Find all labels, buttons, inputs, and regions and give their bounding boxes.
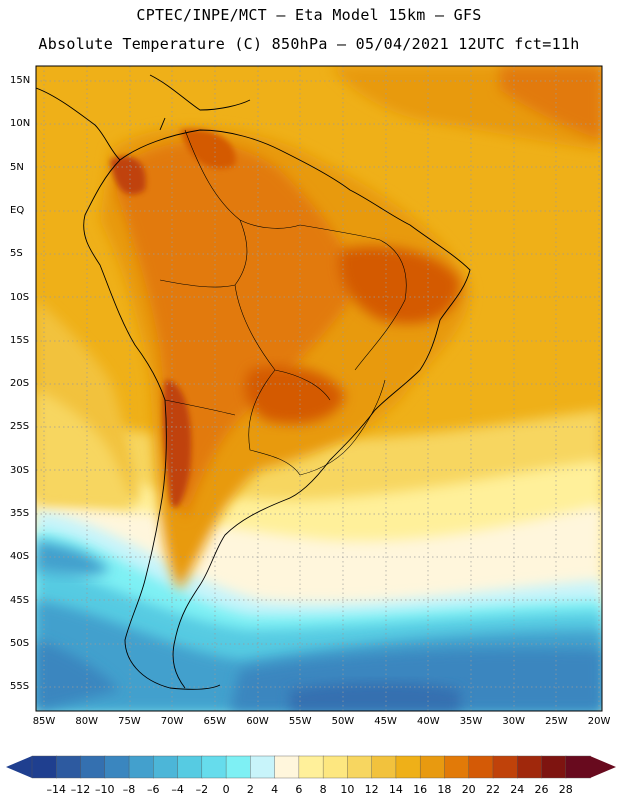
colorbar-tick-label: –6 — [147, 783, 160, 796]
colorbar-tick-label: 18 — [437, 783, 452, 796]
colorbar-swatch — [201, 755, 227, 779]
colorbar-tick-label: 26 — [534, 783, 549, 796]
chart-title-line2: Absolute Temperature (C) 850hPa – 05/04/… — [38, 35, 580, 53]
colorbar-swatch — [104, 755, 130, 779]
temperature-field — [36, 66, 602, 711]
colorbar-tick-label: 10 — [340, 783, 355, 796]
lon-tick-label: 40W — [416, 716, 440, 727]
colorbar-tick-label: 16 — [413, 783, 428, 796]
lon-tick-label: 75W — [118, 716, 141, 727]
lat-tick-label: 15S — [10, 334, 30, 346]
colorbar-swatch — [80, 755, 106, 779]
lon-tick-label: 20W — [587, 716, 611, 727]
colorbar-tick-label: –8 — [122, 783, 136, 796]
coastlines — [36, 74, 471, 690]
colorbar — [6, 755, 616, 779]
colorbar-swatch — [250, 755, 276, 779]
lon-tick-label: 65W — [203, 716, 227, 727]
colorbar-tick-label: 2 — [246, 783, 254, 796]
colorbar-swatch — [541, 755, 567, 779]
colorbar-swatch — [322, 755, 349, 779]
colorbar-swatch — [56, 755, 82, 779]
lon-tick-label: 50W — [331, 716, 355, 727]
lon-tick-label: 70W — [160, 716, 184, 727]
lat-tick-label: 35S — [10, 508, 30, 519]
colorbar-tick-label: 12 — [364, 783, 379, 796]
colorbar-tick-label: 6 — [295, 783, 303, 796]
lon-tick-label: 55W — [288, 716, 312, 727]
colorbar-swatch — [31, 755, 57, 779]
lon-tick-label: 30W — [502, 716, 525, 727]
colorbar-tick-label: 8 — [319, 783, 327, 796]
colorbar-tick-label: –4 — [171, 783, 184, 796]
colorbar-tick-label: 24 — [510, 783, 525, 796]
lon-tick-label: 80W — [75, 716, 98, 727]
lat-tick-label: 40S — [10, 551, 30, 563]
map-frame — [35, 65, 603, 712]
lat-tick-label: 50S — [10, 637, 30, 649]
colorbar-swatch — [128, 755, 155, 779]
lat-tick-label: 5N — [10, 161, 24, 173]
lon-tick-label: 60W — [246, 716, 269, 727]
colorbar-swatch — [225, 755, 252, 779]
lat-tick-label: 10S — [10, 291, 30, 303]
colorbar-swatch — [298, 755, 324, 779]
colorbar-tick-label: 20 — [461, 783, 476, 796]
colorbar-swatch — [517, 755, 543, 779]
country-borders — [159, 129, 407, 476]
colorbar-tick-label: –10 — [95, 783, 115, 796]
colorbar-tick-label: –14 — [46, 783, 67, 796]
colorbar-swatch — [419, 755, 446, 779]
colorbar-swatch — [347, 755, 373, 779]
lat-tick-label: 55S — [10, 681, 30, 693]
lon-tick-label: 85W — [32, 716, 56, 727]
lon-tick-label: 45W — [374, 716, 397, 727]
colorbar-swatch — [153, 755, 179, 779]
lat-tick-label: 10N — [10, 118, 31, 130]
colorbar-swatch — [371, 755, 397, 779]
lat-tick-label: 45S — [10, 594, 30, 606]
colorbar-tick-label: –12 — [70, 783, 91, 796]
lon-tick-label: 25W — [545, 716, 568, 727]
lat-tick-label: 15N — [10, 75, 31, 86]
colorbar-tick-label: 28 — [558, 783, 573, 796]
colorbar-tick-label: 4 — [271, 783, 279, 796]
colorbar-tick-label: 0 — [222, 783, 230, 796]
colorbar-swatch — [395, 755, 421, 779]
lon-tick-label: 35W — [459, 716, 483, 727]
colorbar-swatch — [565, 755, 591, 779]
lat-tick-label: EQ — [10, 204, 25, 216]
colorbar-tick-label: –2 — [195, 783, 209, 796]
lat-tick-label: 25S — [10, 421, 30, 433]
lat-tick-label: 30S — [10, 464, 30, 476]
colorbar-swatch — [177, 755, 203, 779]
colorbar-swatch — [274, 755, 300, 779]
lat-tick-label: 5S — [10, 248, 23, 260]
colorbar-max-arrow — [590, 756, 616, 778]
colorbar-swatch — [468, 755, 494, 779]
colorbar-tick-label: 14 — [388, 783, 403, 796]
colorbar-swatch — [492, 755, 518, 779]
colorbar-min-arrow — [6, 756, 32, 778]
chart-title-line1: CPTEC/INPE/MCT – Eta Model 15km – GFS — [136, 6, 482, 24]
colorbar-swatch — [444, 755, 470, 779]
lat-tick-label: 20S — [10, 378, 30, 390]
colorbar-tick-label: 22 — [485, 783, 500, 796]
